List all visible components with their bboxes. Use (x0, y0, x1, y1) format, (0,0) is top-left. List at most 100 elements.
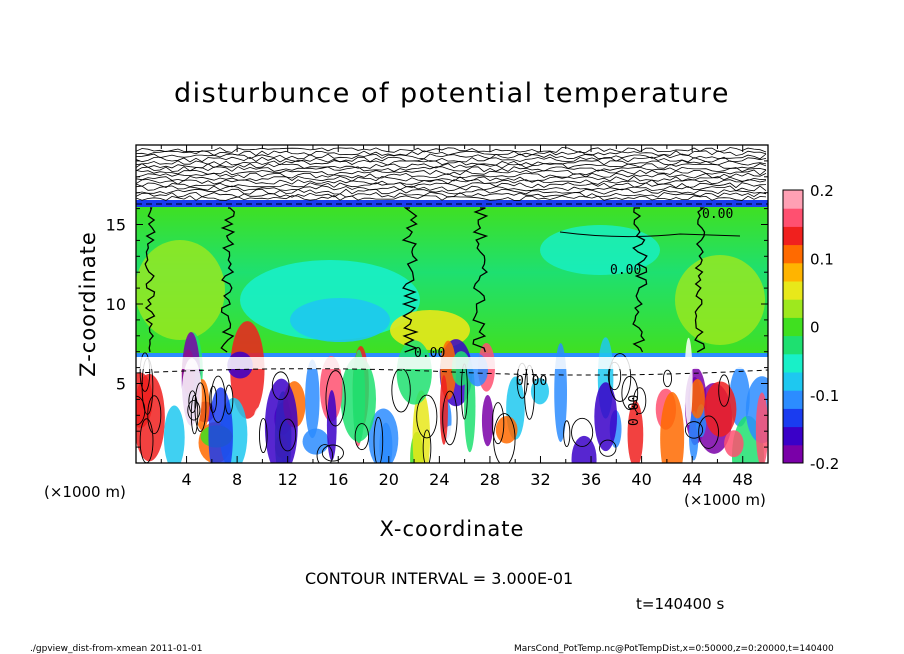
convection-cell (495, 416, 518, 444)
convection-contour (259, 418, 268, 454)
y-axis: 5 10 15 (106, 160, 768, 448)
convection-cell (305, 359, 320, 439)
plot-area (136, 145, 768, 463)
upper-contour-noise (136, 147, 768, 205)
convection-contour (563, 420, 571, 448)
convection-cell (396, 340, 432, 405)
convection-contour (187, 400, 201, 421)
x-tick-label: 24 (429, 470, 449, 489)
colorbar-swatch (783, 390, 803, 409)
convection-cell (439, 375, 448, 445)
footer-left: ./gpview_dist-from-xmean 2011-01-01 (30, 644, 202, 654)
colorbar-swatch (783, 372, 803, 391)
convection-contour (209, 385, 218, 413)
x-tick-label: 16 (328, 470, 348, 489)
upper-contour-line (136, 163, 767, 169)
x-tick-label: 12 (278, 470, 298, 489)
contour-label: 0.00 (414, 346, 445, 361)
convection-contour (442, 390, 458, 446)
convection-contour (190, 394, 199, 435)
convection-contour (633, 387, 647, 415)
colorbar-swatch (783, 208, 803, 227)
convection-cell (571, 435, 597, 463)
colorbar-swatch (783, 444, 803, 464)
convection-cell (302, 428, 329, 455)
convective-layer (136, 321, 768, 463)
colorbar-swatch (783, 281, 803, 300)
convection-contour (491, 402, 505, 445)
y-axis-label: Z-coordinate (76, 231, 100, 377)
colorbar-tick-label: 0 (810, 319, 820, 337)
zero-contour-line (559, 231, 741, 238)
x-tick-label: 48 (733, 470, 753, 489)
x-tick-label: 40 (631, 470, 651, 489)
inversion-white (136, 357, 768, 369)
convection-contour (422, 429, 432, 463)
upper-contour-line (136, 182, 767, 189)
upper-contour-line (136, 166, 767, 173)
zero-contour-line (632, 207, 648, 353)
convection-cell (163, 405, 185, 463)
x-tick-label: 32 (530, 470, 550, 489)
convection-cell (181, 358, 202, 432)
contour-label: 0.00 (702, 207, 733, 222)
convection-contour (599, 439, 617, 457)
zero-contour-line (694, 207, 706, 353)
convection-contour (608, 353, 632, 402)
y-tick-label: 10 (106, 295, 126, 314)
y-tick-label: 5 (116, 375, 126, 394)
x-tick-label: 4 (181, 470, 191, 489)
zero-contour-line (401, 207, 419, 353)
convection-contour (373, 416, 384, 463)
colorbar-tick-label: 0.1 (810, 250, 834, 268)
x-tick-label: 36 (581, 470, 601, 489)
chart-title: disturbunce of potential temperature (174, 78, 730, 109)
convection-contour (662, 369, 673, 388)
contour-interval: CONTOUR INTERVAL = 3.000E-01 (305, 569, 573, 588)
convection-cell (594, 382, 618, 452)
colorbar-tick-label: -0.1 (810, 387, 839, 405)
convection-contour (188, 390, 197, 414)
convection-contour (354, 423, 370, 451)
upper-contour-line (136, 195, 767, 201)
convection-contour (416, 394, 438, 439)
upper-contour-line (136, 169, 767, 176)
colorbar-swatch (783, 190, 803, 209)
upper-contour-line (136, 185, 767, 192)
convection-cell (481, 394, 494, 447)
convection-cell (689, 379, 705, 419)
convection-contour (325, 370, 346, 427)
zero-contours (144, 207, 741, 353)
cool-anomaly (290, 298, 390, 342)
time-label: t=140400 s (636, 595, 724, 613)
convection-cell (340, 356, 377, 442)
x-axis: 4 8 12 16 20 24 28 32 36 40 44 48 (160, 145, 753, 489)
colorbar-swatch (783, 299, 803, 318)
x-axis-label: X-coordinate (380, 517, 525, 541)
colorbar (783, 190, 803, 464)
convection-cell (724, 430, 744, 458)
convection-cell (755, 392, 768, 463)
convection-contour (210, 375, 226, 423)
upper-contour-line (136, 188, 767, 195)
warm-anomaly (136, 240, 225, 340)
colorbar-swatch (783, 244, 803, 264)
zero-contour-line (472, 207, 489, 353)
convection-cell (530, 378, 549, 405)
x-tick-label: 44 (682, 470, 702, 489)
convection-contour (321, 444, 344, 462)
x-tick-label: 20 (379, 470, 399, 489)
colorbar-tick-label: -0.2 (810, 455, 839, 473)
colorbar-swatch (783, 408, 803, 428)
contour-label: 0.00 (627, 395, 642, 426)
x-tick-label: 28 (480, 470, 500, 489)
convection-cell (627, 400, 644, 463)
cool-anomaly (540, 225, 660, 275)
convection-contour (316, 444, 334, 463)
colorbar-swatch (783, 335, 803, 355)
convection-contour (493, 413, 516, 463)
colorbar-swatch (783, 426, 803, 446)
convection-cell (326, 390, 337, 461)
convection-contour (621, 375, 639, 411)
convection-contour (271, 371, 290, 401)
